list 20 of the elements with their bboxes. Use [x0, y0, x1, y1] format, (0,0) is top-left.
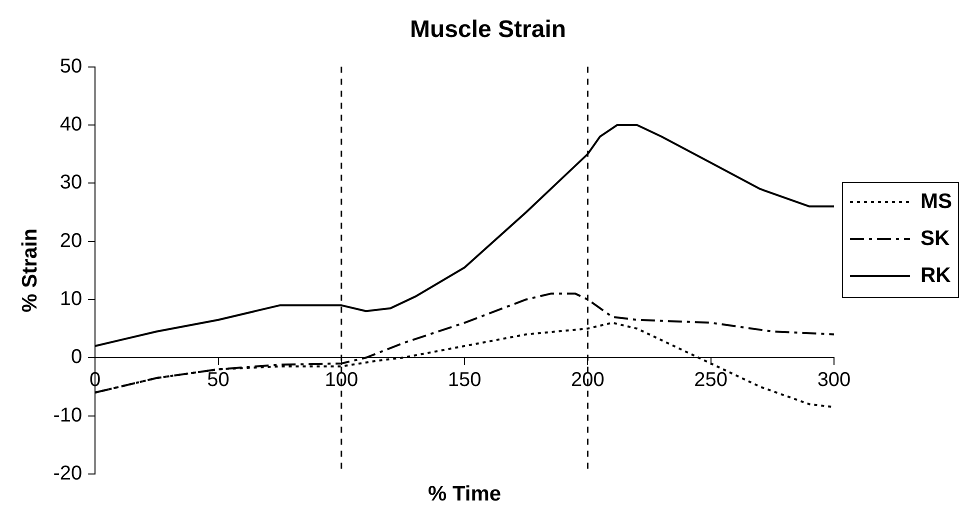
y-tick-label: -10: [53, 404, 82, 426]
y-tick-label: -20: [53, 462, 82, 485]
y-axis-title: % Strain: [18, 228, 42, 312]
y-tick-label: 50: [60, 55, 82, 78]
y-tick-label: 20: [60, 230, 82, 252]
x-tick-label: 100: [324, 369, 358, 392]
x-tick-label: 200: [571, 369, 604, 392]
y-tick-label: 10: [60, 288, 82, 310]
x-tick-label: 50: [207, 369, 230, 392]
legend-label: SK: [920, 226, 950, 250]
y-tick-label: 30: [60, 172, 82, 194]
x-tick-label: 150: [448, 369, 482, 392]
y-tick-label: 0: [70, 346, 82, 368]
x-axis-title: % Time: [428, 482, 502, 506]
x-tick-label: 300: [817, 369, 851, 392]
legend-label: MS: [920, 190, 952, 213]
x-tick-label: 250: [694, 369, 728, 392]
legend-label: RK: [920, 264, 951, 287]
chart-title: Muscle Strain: [410, 16, 566, 44]
y-tick-label: 40: [60, 113, 82, 136]
